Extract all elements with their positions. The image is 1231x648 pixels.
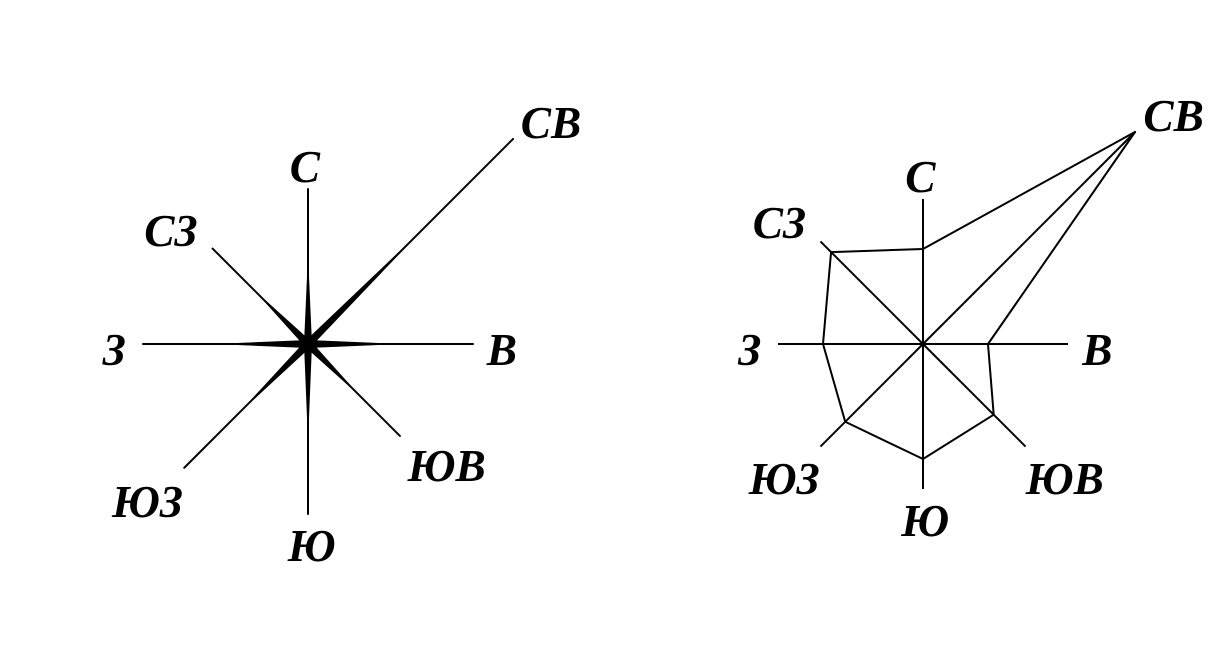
label-C: С — [290, 141, 320, 193]
axis-CB — [923, 132, 1135, 344]
label-CZ: СЗ — [753, 197, 806, 249]
label-YB: ЮВ — [1026, 453, 1104, 505]
label-Y: Ю — [288, 520, 336, 572]
wind-polygon — [823, 132, 1135, 459]
label-YZ: ЮЗ — [749, 453, 820, 505]
label-YB: ЮВ — [408, 440, 486, 492]
axis-YZ — [821, 344, 924, 447]
label-CB: СВ — [1143, 90, 1203, 142]
ray-thick-CB — [305, 225, 427, 347]
label-Y: Ю — [901, 495, 949, 547]
label-C: С — [905, 151, 935, 203]
ray-thick-Z — [212, 340, 308, 348]
label-Z: З — [738, 324, 761, 376]
diagram-container: С СВ В ЮВ Ю ЮЗ З СЗ С СВ В ЮВ Ю ЮЗ З СЗ — [0, 0, 1231, 648]
axis-CZ — [821, 241, 924, 344]
wind-rose-right: С СВ В ЮВ Ю ЮЗ З СЗ — [643, 44, 1203, 604]
ray-thick-B — [308, 340, 404, 348]
wind-rose-left: С СВ В ЮВ Ю ЮЗ З СЗ — [28, 44, 588, 604]
label-CB: СВ — [521, 97, 581, 149]
ray-thick-YB — [305, 341, 361, 397]
label-Z: З — [103, 324, 126, 376]
label-B: В — [487, 324, 517, 376]
ray-thick-C — [304, 254, 312, 344]
axis-YB — [923, 344, 1026, 447]
ray-thick-YZ — [236, 341, 311, 416]
label-CZ: СЗ — [144, 205, 197, 257]
ray-thick-Y — [304, 344, 312, 443]
label-B: В — [1082, 324, 1112, 376]
label-YZ: ЮЗ — [112, 476, 183, 528]
ray-thick-CZ — [252, 289, 310, 347]
